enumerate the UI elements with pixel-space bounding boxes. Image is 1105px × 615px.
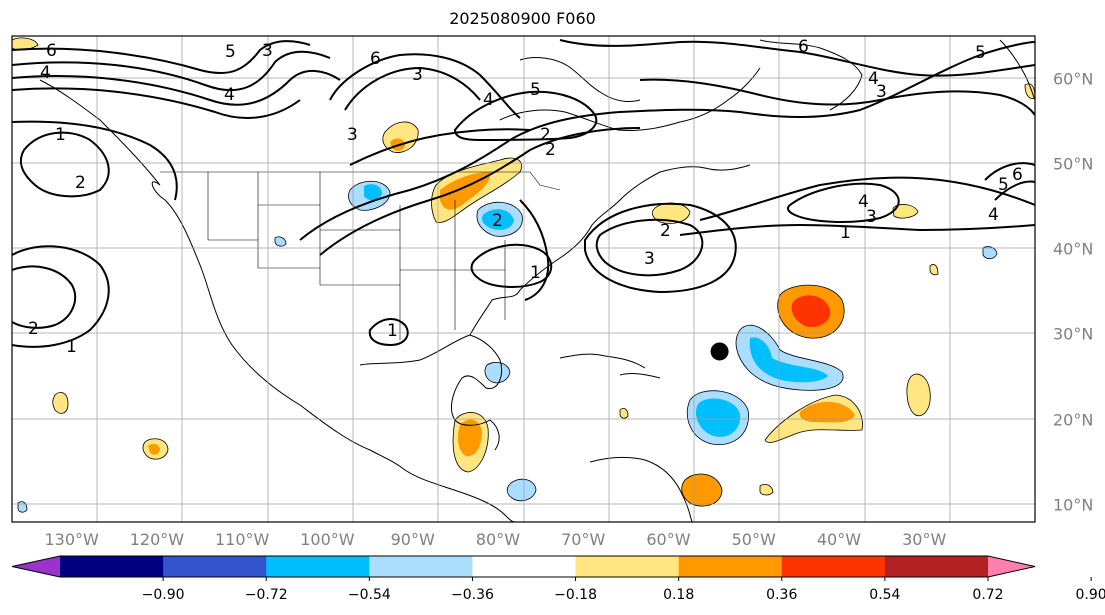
contour-label: 4 xyxy=(40,63,51,83)
contour-label: 5 xyxy=(998,175,1009,195)
colorbar-segment xyxy=(884,556,989,577)
longitude-label: 120°W xyxy=(129,530,185,549)
colorbar-tick-label: −0.54 xyxy=(347,587,391,603)
colorbar-tick-label: 0.18 xyxy=(663,587,695,603)
contour-label: 5 xyxy=(530,80,541,100)
colorbar-tick-label: −0.90 xyxy=(141,587,185,603)
colorbar-tick-label: 0.72 xyxy=(972,587,1004,603)
latitude-label: 60°N xyxy=(1053,69,1094,89)
contour-label: 4 xyxy=(224,85,235,105)
colorbar-segment xyxy=(266,556,370,577)
lat-lon-grid xyxy=(12,36,1035,522)
colorbar-outline xyxy=(11,555,1036,578)
contour-label: 1 xyxy=(66,337,77,357)
colorbar-segment xyxy=(678,556,783,577)
political-borders xyxy=(160,171,561,340)
contour-label: 3 xyxy=(866,207,877,227)
contour-label: 3 xyxy=(347,125,358,145)
contour-label: 4 xyxy=(868,69,879,89)
contour-label: 6 xyxy=(370,49,381,69)
contour-label: 4 xyxy=(483,90,494,110)
latitude-label: 40°N xyxy=(1053,239,1094,259)
latitude-label: 50°N xyxy=(1053,154,1094,174)
colorbar-extend-low xyxy=(12,556,60,577)
contour-label: 1 xyxy=(840,223,851,243)
longitude-label: 70°W xyxy=(561,530,606,549)
coastlines xyxy=(39,39,1035,522)
storm-center-dot xyxy=(710,342,729,361)
longitude-label: 80°W xyxy=(475,530,521,549)
latitude-label: 10°N xyxy=(1053,495,1094,515)
contour-label: 3 xyxy=(876,82,887,102)
contour-label: 2 xyxy=(545,140,556,160)
colorbar-segment xyxy=(60,556,164,577)
contour-label: 2 xyxy=(660,221,671,241)
longitude-label: 130°W xyxy=(44,530,99,549)
contour-label: 6 xyxy=(46,41,57,61)
longitude-label: 50°W xyxy=(731,530,776,549)
latitude-label: 30°N xyxy=(1053,324,1094,344)
colorbar-tick-label: 0.36 xyxy=(766,587,798,603)
colorbar-tick-label: 0.90 xyxy=(1075,587,1105,603)
contour-label: 2 xyxy=(75,173,86,193)
contour-label: 2 xyxy=(492,211,503,231)
contour-label: 1 xyxy=(387,321,398,341)
contour-label: 4 xyxy=(858,192,869,212)
contour-label: 3 xyxy=(412,65,423,85)
contour-label: 2 xyxy=(540,125,551,145)
contour-label: 1 xyxy=(55,125,66,145)
colorbar-tick-label: −0.18 xyxy=(554,587,597,603)
contour-label: 3 xyxy=(644,249,655,269)
contour-label: 4 xyxy=(988,205,999,225)
contour-label: 3 xyxy=(262,41,273,61)
longitude-label: 100°W xyxy=(300,530,355,549)
contour-label: 5 xyxy=(225,42,236,62)
longitude-label: 110°W xyxy=(214,530,270,549)
contour-label: 1 xyxy=(530,263,541,283)
contour-lines xyxy=(12,39,1035,348)
colorbar-tick-label: −0.72 xyxy=(244,587,288,603)
colorbar-segment xyxy=(472,556,577,577)
contour-label: 6 xyxy=(798,37,809,57)
contour-label: 6 xyxy=(1012,165,1023,185)
colorbar-tick-label: 0.54 xyxy=(869,587,901,603)
colorbar-extend-high xyxy=(988,556,1035,577)
longitude-label: 30°W xyxy=(902,530,947,549)
contour-labels: 6 5 4 3 6 3 4 5 2 1 2 1 6 5 4 3 4 3 2 1 … xyxy=(28,37,1023,357)
colorbar-segment xyxy=(369,556,473,577)
longitude-label: 90°W xyxy=(390,530,435,549)
contour-label: 2 xyxy=(28,319,39,339)
map-title: 2025080900 F060 xyxy=(449,9,596,28)
map-frame xyxy=(11,35,1036,523)
colorbar-segment xyxy=(575,556,680,577)
colorbar-tick-label: −0.36 xyxy=(450,587,494,603)
longitude-label: 60°W xyxy=(646,530,691,549)
colorbar-segment xyxy=(781,556,886,577)
latitude-label: 20°N xyxy=(1053,410,1094,430)
contour-label: 5 xyxy=(975,43,986,63)
colorbar-segment xyxy=(163,556,267,577)
longitude-label: 40°W xyxy=(816,530,862,549)
